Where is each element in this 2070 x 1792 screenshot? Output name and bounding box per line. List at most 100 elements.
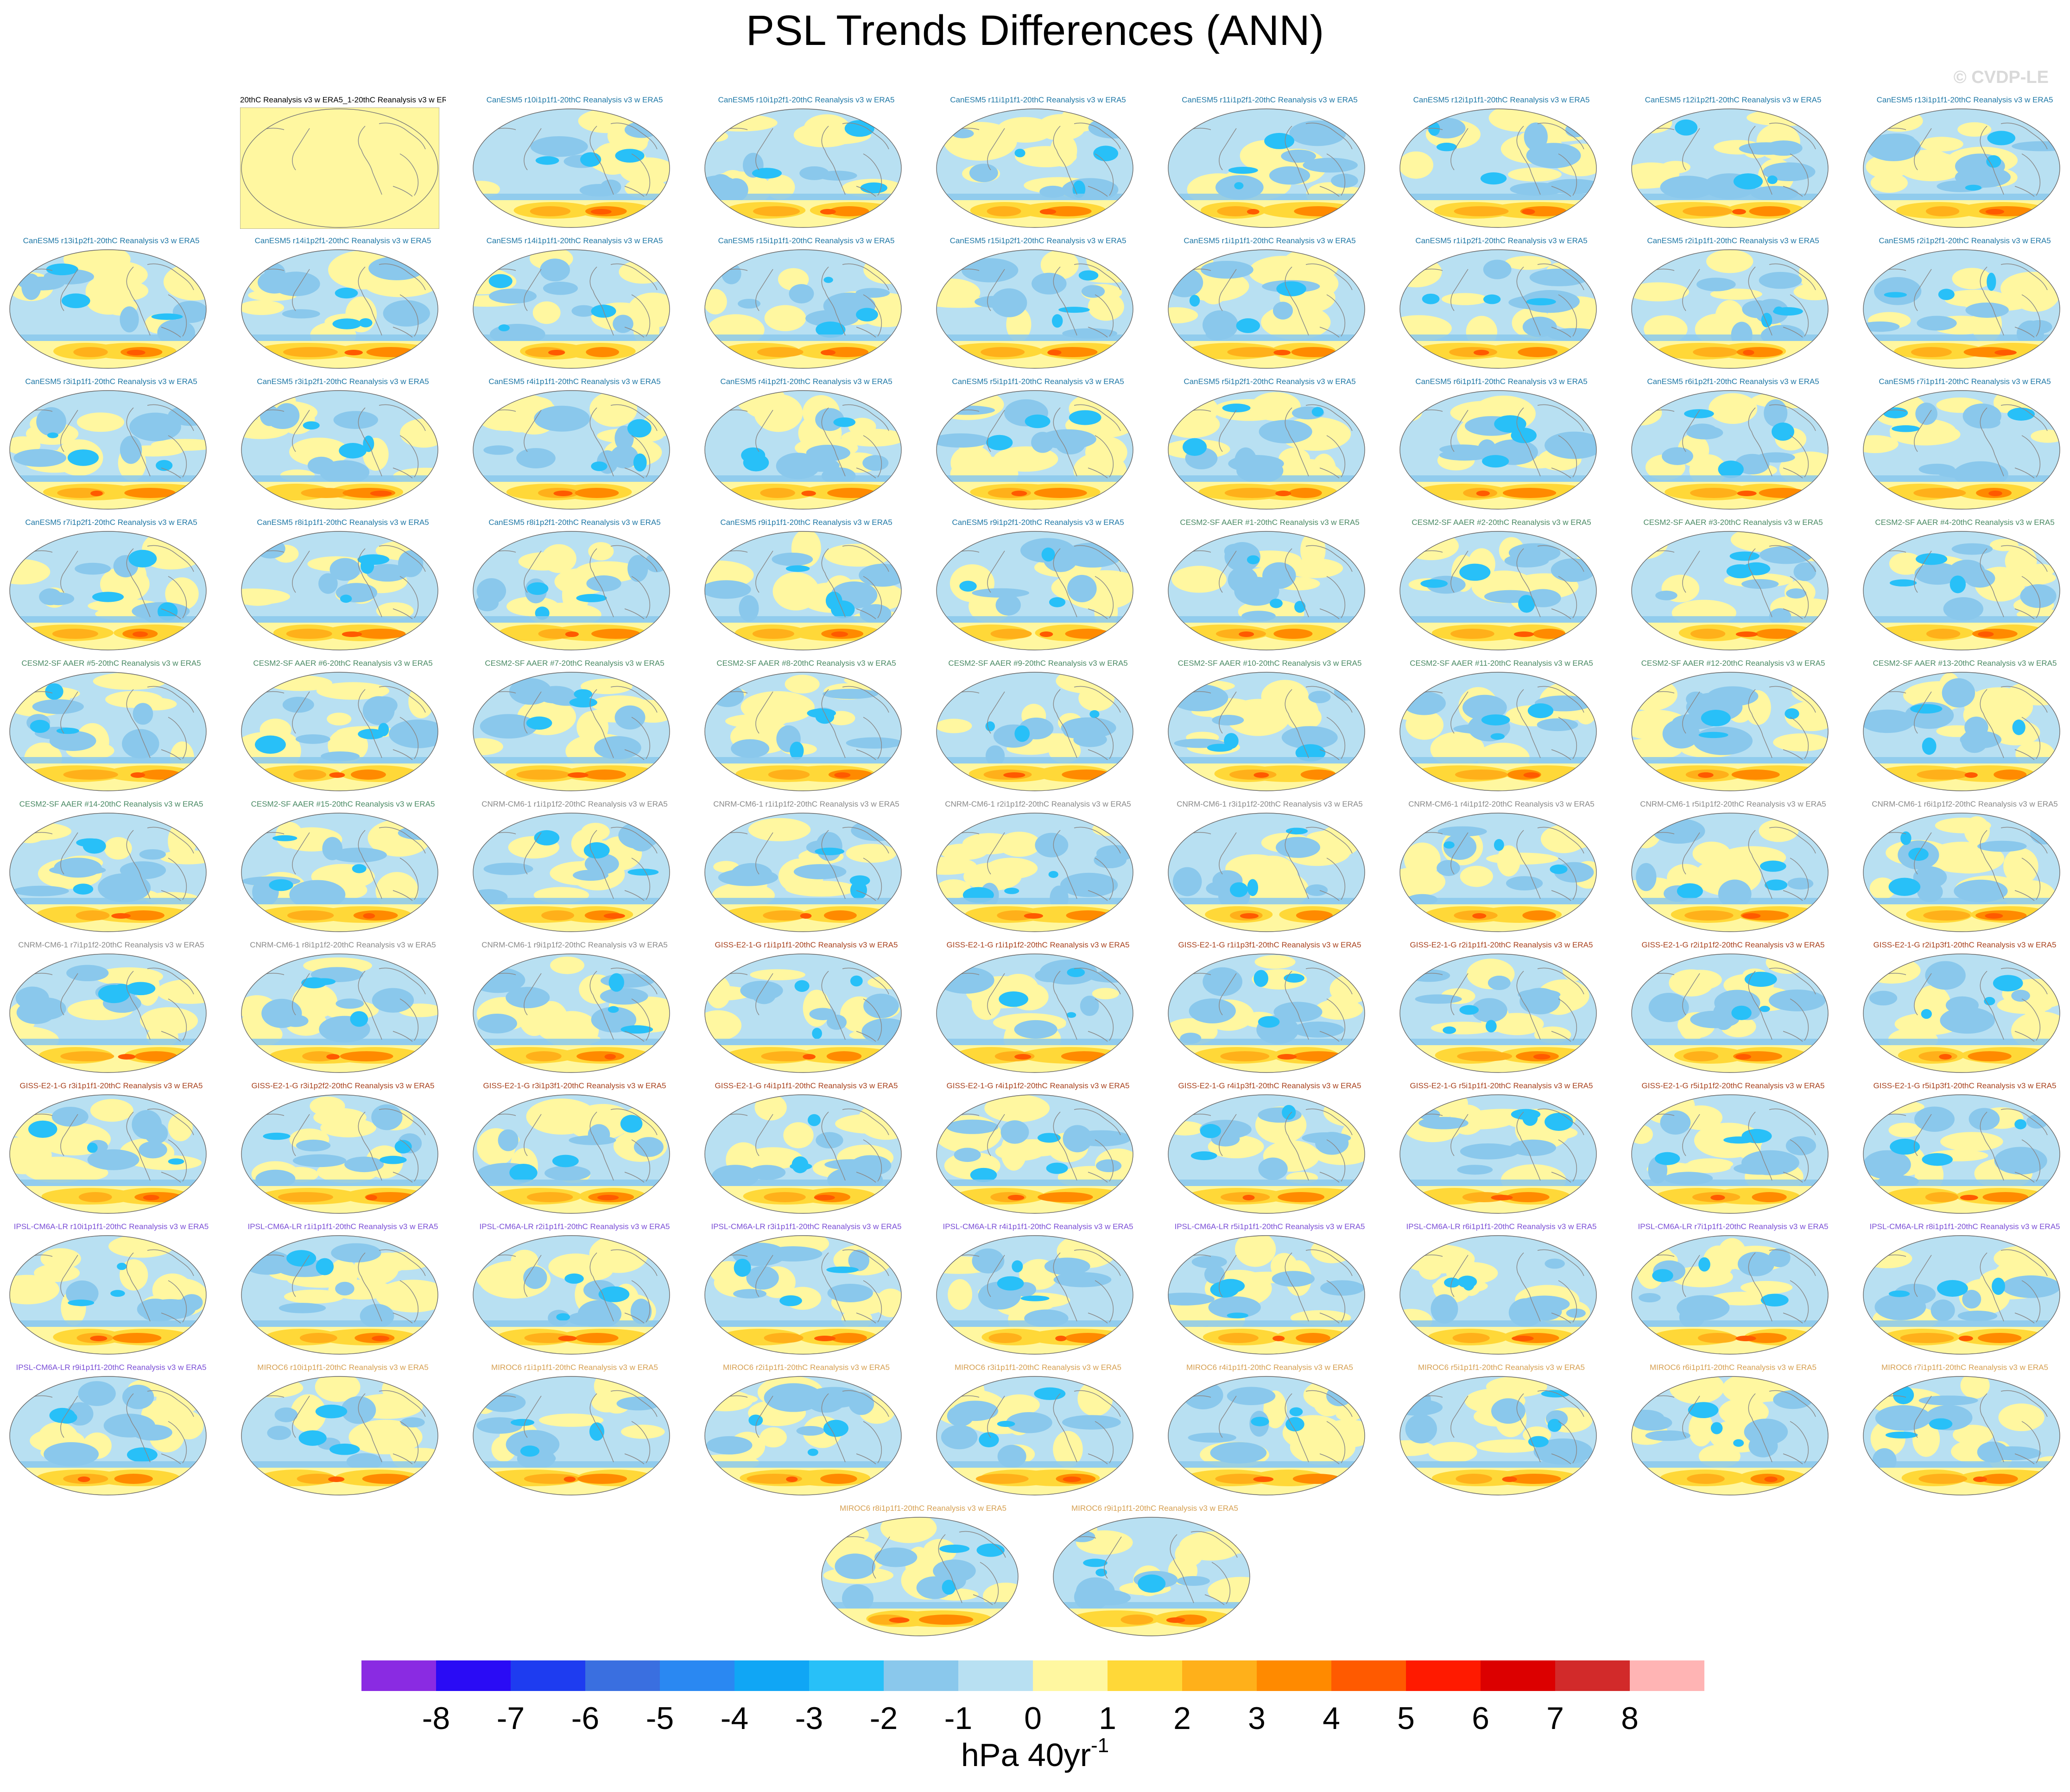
map-panel-title: IPSL-CM6A-LR r9i1p1f1-20thC Reanalysis v…: [16, 1363, 207, 1372]
coastline: [2014, 890, 2035, 901]
coastline: [1285, 407, 1309, 477]
coastline: [1682, 1255, 1700, 1297]
map-panel: CanESM5 r13i1p2f1-20thC Reanalysis v3 w …: [8, 236, 214, 375]
coastline: [631, 435, 651, 478]
coastline: [1074, 686, 1121, 713]
map-panel-title: CanESM5 r4i1p1f1-20thC Reanalysis v3 w E…: [488, 377, 661, 386]
coastline: [1914, 973, 1932, 1016]
global-map: [936, 672, 1133, 791]
global-map: [1399, 249, 1597, 369]
coastline: [2014, 327, 2035, 338]
coastline: [863, 153, 882, 196]
coastline: [589, 830, 614, 899]
map-panel: CESM2-SF AAER #4-20thC Reanalysis v3 w E…: [1862, 518, 2068, 657]
map-panel: MIROC6 r2i1p1f1-20thC Reanalysis v3 w ER…: [703, 1363, 909, 1502]
coastline: [1748, 1111, 1772, 1181]
coastline: [987, 1255, 1005, 1297]
coastline: [1551, 1031, 1571, 1042]
map-panel-title: CanESM5 r5i1p1f1-20thC Reanalysis v3 w E…: [952, 377, 1124, 386]
coastline: [1088, 608, 1108, 619]
global-map: [936, 1235, 1133, 1355]
coastline: [1285, 266, 1309, 336]
map-panel: IPSL-CM6A-LR r4i1p1f1-20thC Reanalysis v…: [935, 1222, 1141, 1361]
map-panel: GISS-E2-1-G r4i1p1f2-20thC Reanalysis v3…: [935, 1081, 1141, 1220]
map-panel-title: 20thC Reanalysis v3 w ERA5_1-20thC Reana…: [240, 95, 446, 104]
coastline: [126, 830, 151, 899]
coastline: [1551, 608, 1571, 619]
coastline: [624, 1031, 645, 1042]
coastline: [589, 1252, 614, 1322]
map-panel: CanESM5 r14i1p1f1-20thC Reanalysis v3 w …: [472, 236, 677, 375]
map-panel-title: CanESM5 r8i1p1f1-20thC Reanalysis v3 w E…: [257, 518, 429, 527]
coastline: [1682, 410, 1700, 452]
coastline: [379, 263, 426, 290]
coastline: [842, 545, 889, 572]
coastline: [1326, 576, 1346, 618]
colorbar-swatch: [734, 1660, 809, 1691]
coastline: [755, 1395, 773, 1438]
colorbar-tick-label: -5: [646, 1701, 674, 1736]
global-map: [473, 672, 670, 791]
coastline: [1914, 1395, 1932, 1438]
coastline: [1682, 1395, 1700, 1438]
global-map: [936, 249, 1133, 369]
coastline: [987, 269, 1005, 311]
coastline: [1219, 128, 1237, 170]
colorbar-tick-label: 8: [1621, 1701, 1639, 1736]
coastline: [1537, 263, 1584, 290]
coastline: [2014, 1031, 2035, 1042]
coastline: [624, 467, 645, 479]
coastline: [1305, 122, 1353, 150]
global-map: [704, 249, 902, 369]
coastline: [863, 1421, 882, 1464]
global-map: [1168, 108, 1365, 228]
map-panel-title: CESM2-SF AAER #8-20thC Reanalysis v3 w E…: [716, 659, 896, 668]
coastline: [292, 128, 310, 170]
map-panel: GISS-E2-1-G r3i1p1f1-20thC Reanalysis v3…: [8, 1081, 214, 1220]
coastline: [1516, 548, 1541, 618]
coastline: [524, 1255, 542, 1297]
global-map: [704, 1094, 902, 1214]
map-panel-title: CanESM5 r3i1p2f1-20thC Reanalysis v3 w E…: [257, 377, 429, 386]
global-map: [241, 672, 438, 791]
coastline: [1319, 890, 1340, 901]
coastline: [1682, 128, 1700, 170]
coastline: [1319, 186, 1340, 197]
coastline: [1088, 186, 1108, 197]
map-panel: CanESM5 r13i1p1f1-20thC Reanalysis v3 w …: [1862, 95, 2068, 234]
coastline: [168, 1421, 187, 1464]
coastline: [1748, 266, 1772, 336]
map-panel: GISS-E2-1-G r3i1p2f2-20thC Reanalysis v3…: [240, 1081, 446, 1220]
map-panel: MIROC6 r6i1p1f1-20thC Reanalysis v3 w ER…: [1630, 1363, 1836, 1502]
global-map: [704, 531, 902, 650]
global-map: [1168, 813, 1365, 932]
coastline: [1088, 1031, 1108, 1042]
map-panel: CNRM-CM6-1 r9i1p1f2-20thC Reanalysis v3 …: [472, 940, 677, 1079]
coastline: [1170, 1534, 1194, 1603]
global-map: [704, 813, 902, 932]
coastline: [1783, 327, 1803, 338]
coastline: [161, 1453, 181, 1464]
coastline: [1319, 1031, 1340, 1042]
coastline: [863, 998, 882, 1041]
coastline: [1769, 263, 1816, 290]
coastline: [821, 1252, 846, 1322]
coastline: [1769, 827, 1816, 854]
coastline: [2000, 827, 2048, 854]
map-panel-title: CESM2-SF AAER #4-20thC Reanalysis v3 w E…: [1875, 518, 2055, 527]
coastline: [624, 1312, 645, 1324]
coastline: [1682, 832, 1700, 875]
colorbar-tick-label: 1: [1099, 1701, 1116, 1736]
map-panel: CNRM-CM6-1 r7i1p1f2-20thC Reanalysis v3 …: [8, 940, 214, 1079]
map-panel: GISS-E2-1-G r5i1p1f1-20thC Reanalysis v3…: [1399, 1081, 1604, 1220]
map-panel: CNRM-CM6-1 r2i1p1f2-20thC Reanalysis v3 …: [935, 800, 1141, 939]
coastline: [392, 467, 413, 479]
coastline: [1790, 153, 1809, 196]
coastline: [1783, 608, 1803, 619]
coastline: [524, 550, 542, 593]
global-map: [1863, 813, 2060, 932]
coastline: [1790, 576, 1809, 618]
global-map: [241, 1094, 438, 1214]
colorbar-tick-label: -2: [869, 1701, 898, 1736]
coastline: [1537, 404, 1584, 431]
